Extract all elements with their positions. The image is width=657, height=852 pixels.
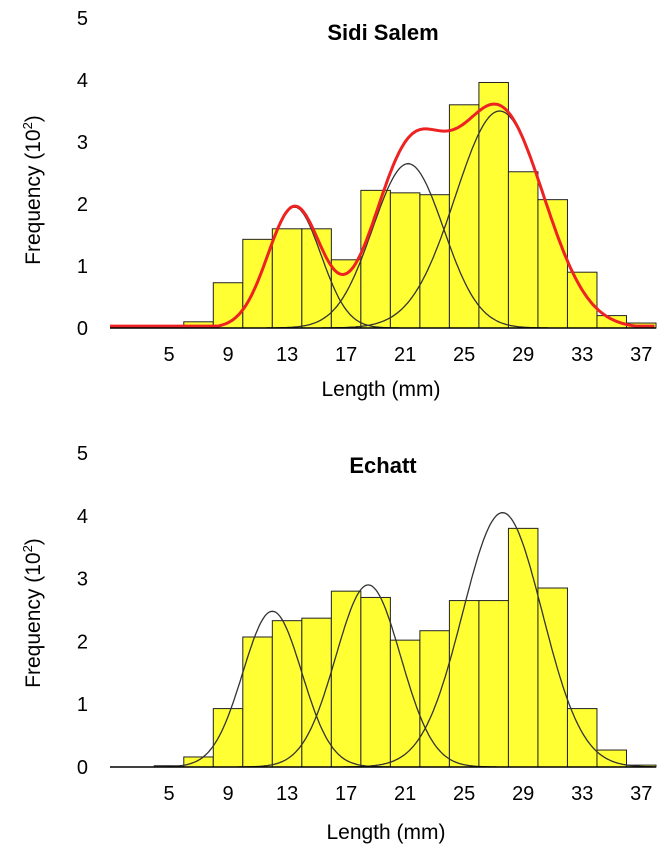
- y-tick-label: 1: [77, 256, 88, 278]
- component-curve-2: [266, 163, 549, 329]
- chart-panel-sidi-salem: Sidi Salem 0 1 2 3 4 5 5 9 13 17 21 25 29 33 37 Length…: [20, 8, 657, 401]
- x-axis-label: Length (mm): [326, 821, 445, 844]
- histogram-bar: [419, 630, 450, 768]
- chart-title: Sidi Salem: [327, 20, 438, 45]
- y-axis-label: Frequency (102): [20, 538, 45, 688]
- x-tick-label: 37: [630, 783, 652, 805]
- y-tick-label: 4: [77, 506, 88, 528]
- histogram-bar: [271, 620, 303, 768]
- chart-panel-echatt: Echatt 0 1 2 3 4 5 5 9 13 17 21 25 29 33 37 Length (mm…: [20, 443, 657, 844]
- x-tick-label: 13: [276, 344, 298, 366]
- histogram-bar: [507, 527, 539, 768]
- y-tick-label: 2: [77, 631, 88, 653]
- x-tick-label: 17: [335, 783, 357, 805]
- x-tick-label: 29: [512, 783, 534, 805]
- y-axis-label-text: Frequency (10: [22, 552, 45, 687]
- histogram-bar: [478, 600, 509, 768]
- histogram-bar: [448, 104, 480, 329]
- y-tick-label: 0: [77, 757, 88, 779]
- fitted-curve: [110, 102, 655, 328]
- chart-title: Echatt: [349, 453, 417, 478]
- x-axis-label: Length (mm): [321, 378, 440, 401]
- y-tick-label: 3: [77, 132, 88, 154]
- y-tick-label: 5: [77, 443, 88, 465]
- x-tick-label: 33: [571, 344, 593, 366]
- x-tick-label: 9: [222, 344, 233, 366]
- histogram-bar: [478, 81, 509, 329]
- component-curve-2: [238, 584, 497, 768]
- y-axis-label-superscript: 2: [20, 545, 35, 552]
- histogram-bar: [330, 590, 362, 768]
- component-curve-3: [343, 512, 655, 768]
- plot-area: 0 1 2 3 4 5 5 9 13 17 21 25 29 33 37: [77, 443, 657, 805]
- x-tick-label: 29: [512, 344, 534, 366]
- x-tick-label: 9: [222, 783, 233, 805]
- x-tick-label: 33: [571, 783, 593, 805]
- y-tick-label: 1: [77, 694, 88, 716]
- y-tick-label: 0: [77, 318, 88, 340]
- histogram-bar: [301, 617, 332, 768]
- y-axis-label: Frequency (102): [20, 115, 45, 265]
- x-tick-label: 21: [394, 783, 416, 805]
- y-axis-label-text: Frequency (10: [22, 129, 45, 264]
- x-tick-label: 37: [630, 344, 652, 366]
- y-axis-label-superscript: 2: [20, 122, 35, 129]
- x-tick-label: 21: [394, 344, 416, 366]
- x-tick-label: 25: [453, 344, 475, 366]
- x-tick-label: 5: [163, 783, 174, 805]
- histogram-bar: [419, 194, 450, 329]
- plot-area: 0 1 2 3 4 5 5 9 13 17 21 25 29 33 37: [77, 8, 657, 366]
- y-axis-label-close: ): [22, 538, 45, 545]
- histogram-bar: [389, 192, 421, 329]
- y-tick-label: 2: [77, 194, 88, 216]
- x-tick-label: 5: [163, 344, 174, 366]
- histogram-bar: [183, 756, 214, 768]
- y-tick-label: 3: [77, 569, 88, 591]
- x-tick-label: 17: [335, 344, 357, 366]
- histogram-bar: [360, 596, 391, 768]
- x-tick-label: 13: [276, 783, 298, 805]
- x-tick-label: 25: [453, 783, 475, 805]
- histogram-bar: [507, 171, 539, 329]
- histogram-bar: [448, 600, 480, 768]
- histogram-bar: [566, 708, 598, 768]
- histogram-bar: [566, 271, 598, 329]
- y-tick-label: 4: [77, 70, 88, 92]
- histogram-bar: [271, 228, 303, 329]
- y-tick-label: 5: [77, 8, 88, 30]
- y-axis-label-close: ): [22, 115, 45, 122]
- component-curve-1: [154, 610, 389, 768]
